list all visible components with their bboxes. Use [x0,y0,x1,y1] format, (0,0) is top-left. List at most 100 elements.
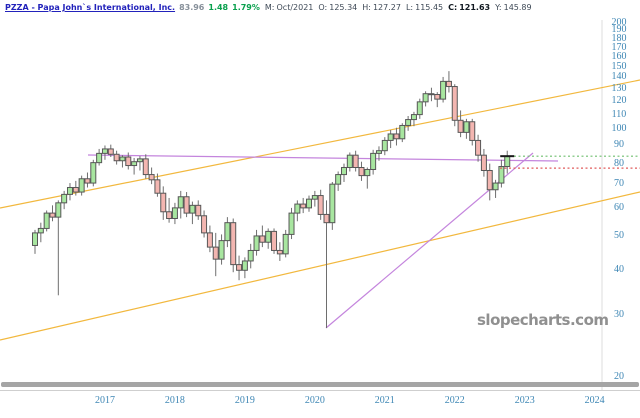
candle[interactable] [504,155,511,168]
candle[interactable] [236,264,243,271]
y-tick-label: 90 [614,139,624,151]
candle[interactable] [282,233,289,255]
candle[interactable] [486,169,493,191]
candle[interactable] [142,158,149,176]
field-low: L: 115.45 [405,3,444,12]
candle[interactable] [148,174,155,181]
candle[interactable] [43,212,50,229]
candle[interactable] [306,198,313,209]
candle[interactable] [393,133,400,140]
candle[interactable] [247,249,254,262]
price-change: 1.48 [208,3,229,12]
candle[interactable] [195,204,202,217]
candle[interactable] [61,193,68,204]
candle[interactable] [107,148,114,155]
y-tick-label: 140 [611,71,627,83]
candle[interactable] [101,148,108,154]
candle[interactable] [113,153,120,162]
candle[interactable] [224,222,231,242]
candle[interactable] [171,207,178,219]
candle[interactable] [329,183,336,224]
candle[interactable] [125,156,132,167]
candle[interactable] [475,139,482,156]
candle[interactable] [177,196,184,209]
candle[interactable] [405,119,412,126]
candle[interactable] [72,186,79,193]
candle[interactable] [288,212,295,235]
candle[interactable] [422,93,429,103]
candle[interactable] [218,240,225,260]
candle[interactable] [230,222,237,266]
candle[interactable] [271,230,278,251]
candle[interactable] [32,232,38,246]
trendline-channel-upper-orange[interactable] [0,79,640,209]
candle[interactable] [375,150,382,154]
y-tick-label: 190 [611,24,627,36]
candle[interactable] [451,86,458,121]
candle[interactable] [323,213,330,224]
candle[interactable] [66,186,73,195]
candle[interactable] [340,167,347,176]
candle[interactable] [416,101,423,116]
candle[interactable] [160,192,167,213]
candle[interactable] [37,227,44,234]
ticker-link[interactable]: PZZA - Papa John`s International, Inc. [5,3,176,12]
candle[interactable] [311,195,318,200]
candle[interactable] [498,166,505,184]
candle[interactable] [445,80,452,88]
candle[interactable] [78,178,85,193]
candle[interactable] [434,94,441,100]
candle[interactable] [265,230,272,243]
candle[interactable] [370,152,377,170]
candle[interactable] [119,156,126,162]
candle[interactable] [276,249,283,255]
candle[interactable] [84,178,91,184]
candle[interactable] [364,168,371,177]
trendline-channel-lower-orange[interactable] [0,191,640,341]
candle[interactable] [346,154,353,169]
candle[interactable] [90,162,97,184]
candle[interactable] [166,211,173,219]
candle[interactable] [317,195,324,215]
candle[interactable] [49,212,56,218]
candle[interactable] [212,246,219,260]
candle[interactable] [55,202,62,218]
candle[interactable] [457,119,464,133]
y-tick-label: 120 [611,95,627,107]
candle[interactable] [480,154,487,171]
candle[interactable] [335,174,342,185]
field-close: C: 121.63 [448,3,491,12]
candle[interactable] [136,158,143,163]
candle[interactable] [492,182,499,191]
candle[interactable] [358,167,365,177]
trendline-resistance-flat-purple[interactable] [87,154,559,162]
last-price: 83.96 [179,3,205,12]
candle[interactable] [399,124,406,140]
time-scrollbar[interactable] [1,382,639,387]
candle[interactable] [381,139,388,152]
candle[interactable] [189,204,196,214]
field-high: H: 127.27 [362,3,401,12]
candle[interactable] [154,179,161,194]
candle[interactable] [201,215,208,234]
candle[interactable] [294,203,301,214]
candle[interactable] [206,232,213,248]
candle[interactable] [387,133,394,141]
candle[interactable] [440,80,447,100]
candle[interactable] [428,93,435,96]
candle[interactable] [241,260,248,271]
y-tick-label: 80 [614,157,624,169]
candle[interactable] [410,114,417,121]
candle[interactable] [352,154,359,169]
field-year-high: Y: 145.89 [495,3,532,12]
x-tick-label: 2019 [234,395,255,406]
candle[interactable] [253,235,260,251]
candle[interactable] [469,121,476,141]
candle[interactable] [463,121,470,133]
candle[interactable] [131,161,138,167]
candle[interactable] [183,196,190,214]
candle[interactable] [259,235,266,243]
candle[interactable] [300,203,307,209]
candle[interactable] [96,152,103,164]
